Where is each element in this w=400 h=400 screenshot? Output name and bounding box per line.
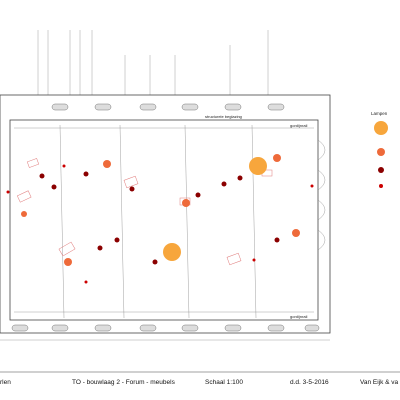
footer-cell: Van Eijk & va [360,379,399,386]
structure-lines [14,124,326,319]
legend: Lampen [371,111,388,188]
annotation-lines [37,30,269,95]
footer-cell: Schaal 1:100 [205,379,243,386]
footer-cell: d.d. 3-5-2016 [290,379,329,386]
rail-label: gordijnrail [290,123,307,128]
outer-wall [0,94,331,334]
lamps [6,154,314,284]
footer-cell: rlen [0,379,11,386]
furniture [16,158,273,266]
room-wall [9,119,319,321]
rail-label: gordijnrail [290,314,307,319]
top-label: structurele beglazing [205,114,242,119]
windows [11,103,320,332]
legend-title: Lampen [371,111,388,116]
footer-cell: TO - bouwlaag 2 - Forum - meubels [72,379,176,386]
